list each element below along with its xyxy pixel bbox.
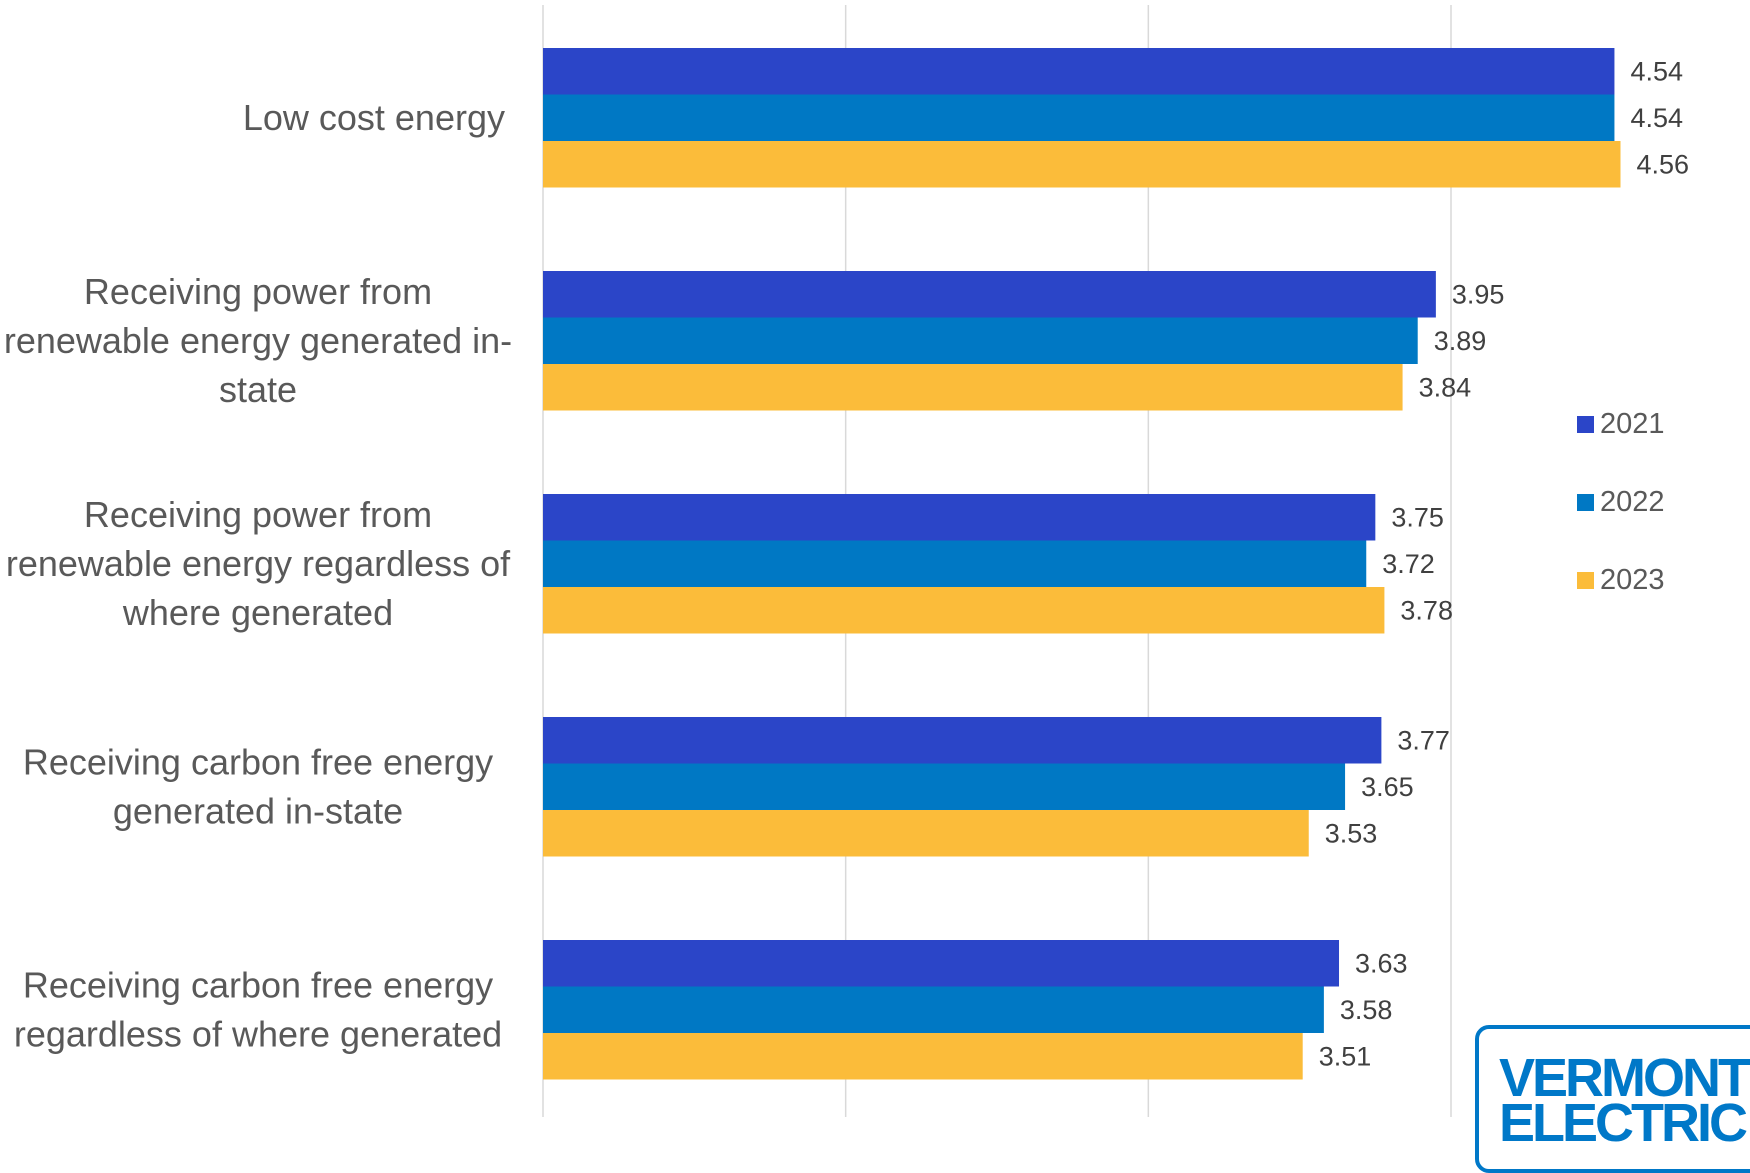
bar-2022-4 [543,763,1346,810]
category-label-3-line-3: where generated [122,592,393,633]
legend-label-2023: 2023 [1600,564,1665,596]
data-label-2023-2: 3.84 [1419,372,1472,402]
data-label-2021-4: 3.77 [1397,725,1450,755]
chart-root: 4.54 4.54 4.56 3.95 3.89 3.84 3.75 3.72 3.78 3.77… [4,5,1750,1173]
bar-2022-5 [543,986,1324,1033]
category-label-3-line-1: Receiving power from [84,494,432,535]
data-labels: 4.54 4.54 4.56 3.95 3.89 3.84 3.75 3.72 3.78 3.77… [1319,56,1689,1071]
category-label-4-line-2: generated in-state [113,790,403,831]
bar-2023-4 [543,810,1309,857]
category-label-4-line-1: Receiving carbon free energy [23,741,493,782]
legend-swatch-2022 [1577,494,1594,511]
category-label-5-line-1: Receiving carbon free energy [23,964,493,1005]
logo-line-1: VERMONT [1499,1048,1750,1108]
logo-line-2: ELECTRIC [1499,1093,1748,1153]
bar-2023-5 [543,1033,1303,1080]
data-label-2022-2: 3.89 [1434,326,1487,356]
data-label-2023-4: 3.53 [1325,818,1378,848]
data-label-2021-3: 3.75 [1391,502,1444,532]
category-label-2-line-1: Receiving power from [84,271,432,312]
legend-swatch-2021 [1577,416,1594,433]
category-label-2-line-2: renewable energy generated in- [4,320,512,361]
bar-2023-1 [543,141,1621,188]
bar-2023-3 [543,587,1385,634]
data-label-2022-1: 4.54 [1630,103,1683,133]
data-label-2023-1: 4.56 [1636,149,1689,179]
bar-2022-3 [543,540,1367,587]
bar-2022-2 [543,317,1418,364]
bar-2023-2 [543,364,1403,411]
data-label-2023-5: 3.51 [1319,1041,1372,1071]
legend-label-2021: 2021 [1600,408,1665,440]
data-label-2021-2: 3.95 [1452,279,1505,309]
category-label-2-line-3: state [219,369,297,410]
data-label-2022-3: 3.72 [1382,549,1435,579]
bar-2021-5 [543,940,1340,987]
category-label-3-line-2: renewable energy regardless of [6,543,511,584]
bar-2021-4 [543,717,1382,764]
bar-2021-1 [543,48,1615,95]
data-label-2021-5: 3.63 [1355,948,1408,978]
legend-label-2022: 2022 [1600,486,1665,518]
data-label-2022-5: 3.58 [1340,995,1393,1025]
bars [543,48,1621,1080]
vermont-electric-logo: VERMONT ELECTRIC [1475,1025,1750,1173]
legend: 2021 2022 2023 [1577,408,1665,596]
data-label-2023-3: 3.78 [1400,595,1453,625]
category-label-5-line-2: regardless of where generated [14,1013,502,1054]
bar-chart: 4.54 4.54 4.56 3.95 3.89 3.84 3.75 3.72 3.78 3.77… [4,5,1689,1117]
bar-2021-2 [543,271,1436,318]
data-label-2021-1: 4.54 [1630,56,1683,86]
bar-2022-1 [543,94,1615,141]
bar-2021-3 [543,494,1376,541]
legend-swatch-2023 [1577,572,1594,589]
data-label-2022-4: 3.65 [1361,772,1414,802]
category-label-1-line-1: Low cost energy [243,97,505,138]
category-labels: Low cost energy Receiving power from renew… [4,97,512,1055]
